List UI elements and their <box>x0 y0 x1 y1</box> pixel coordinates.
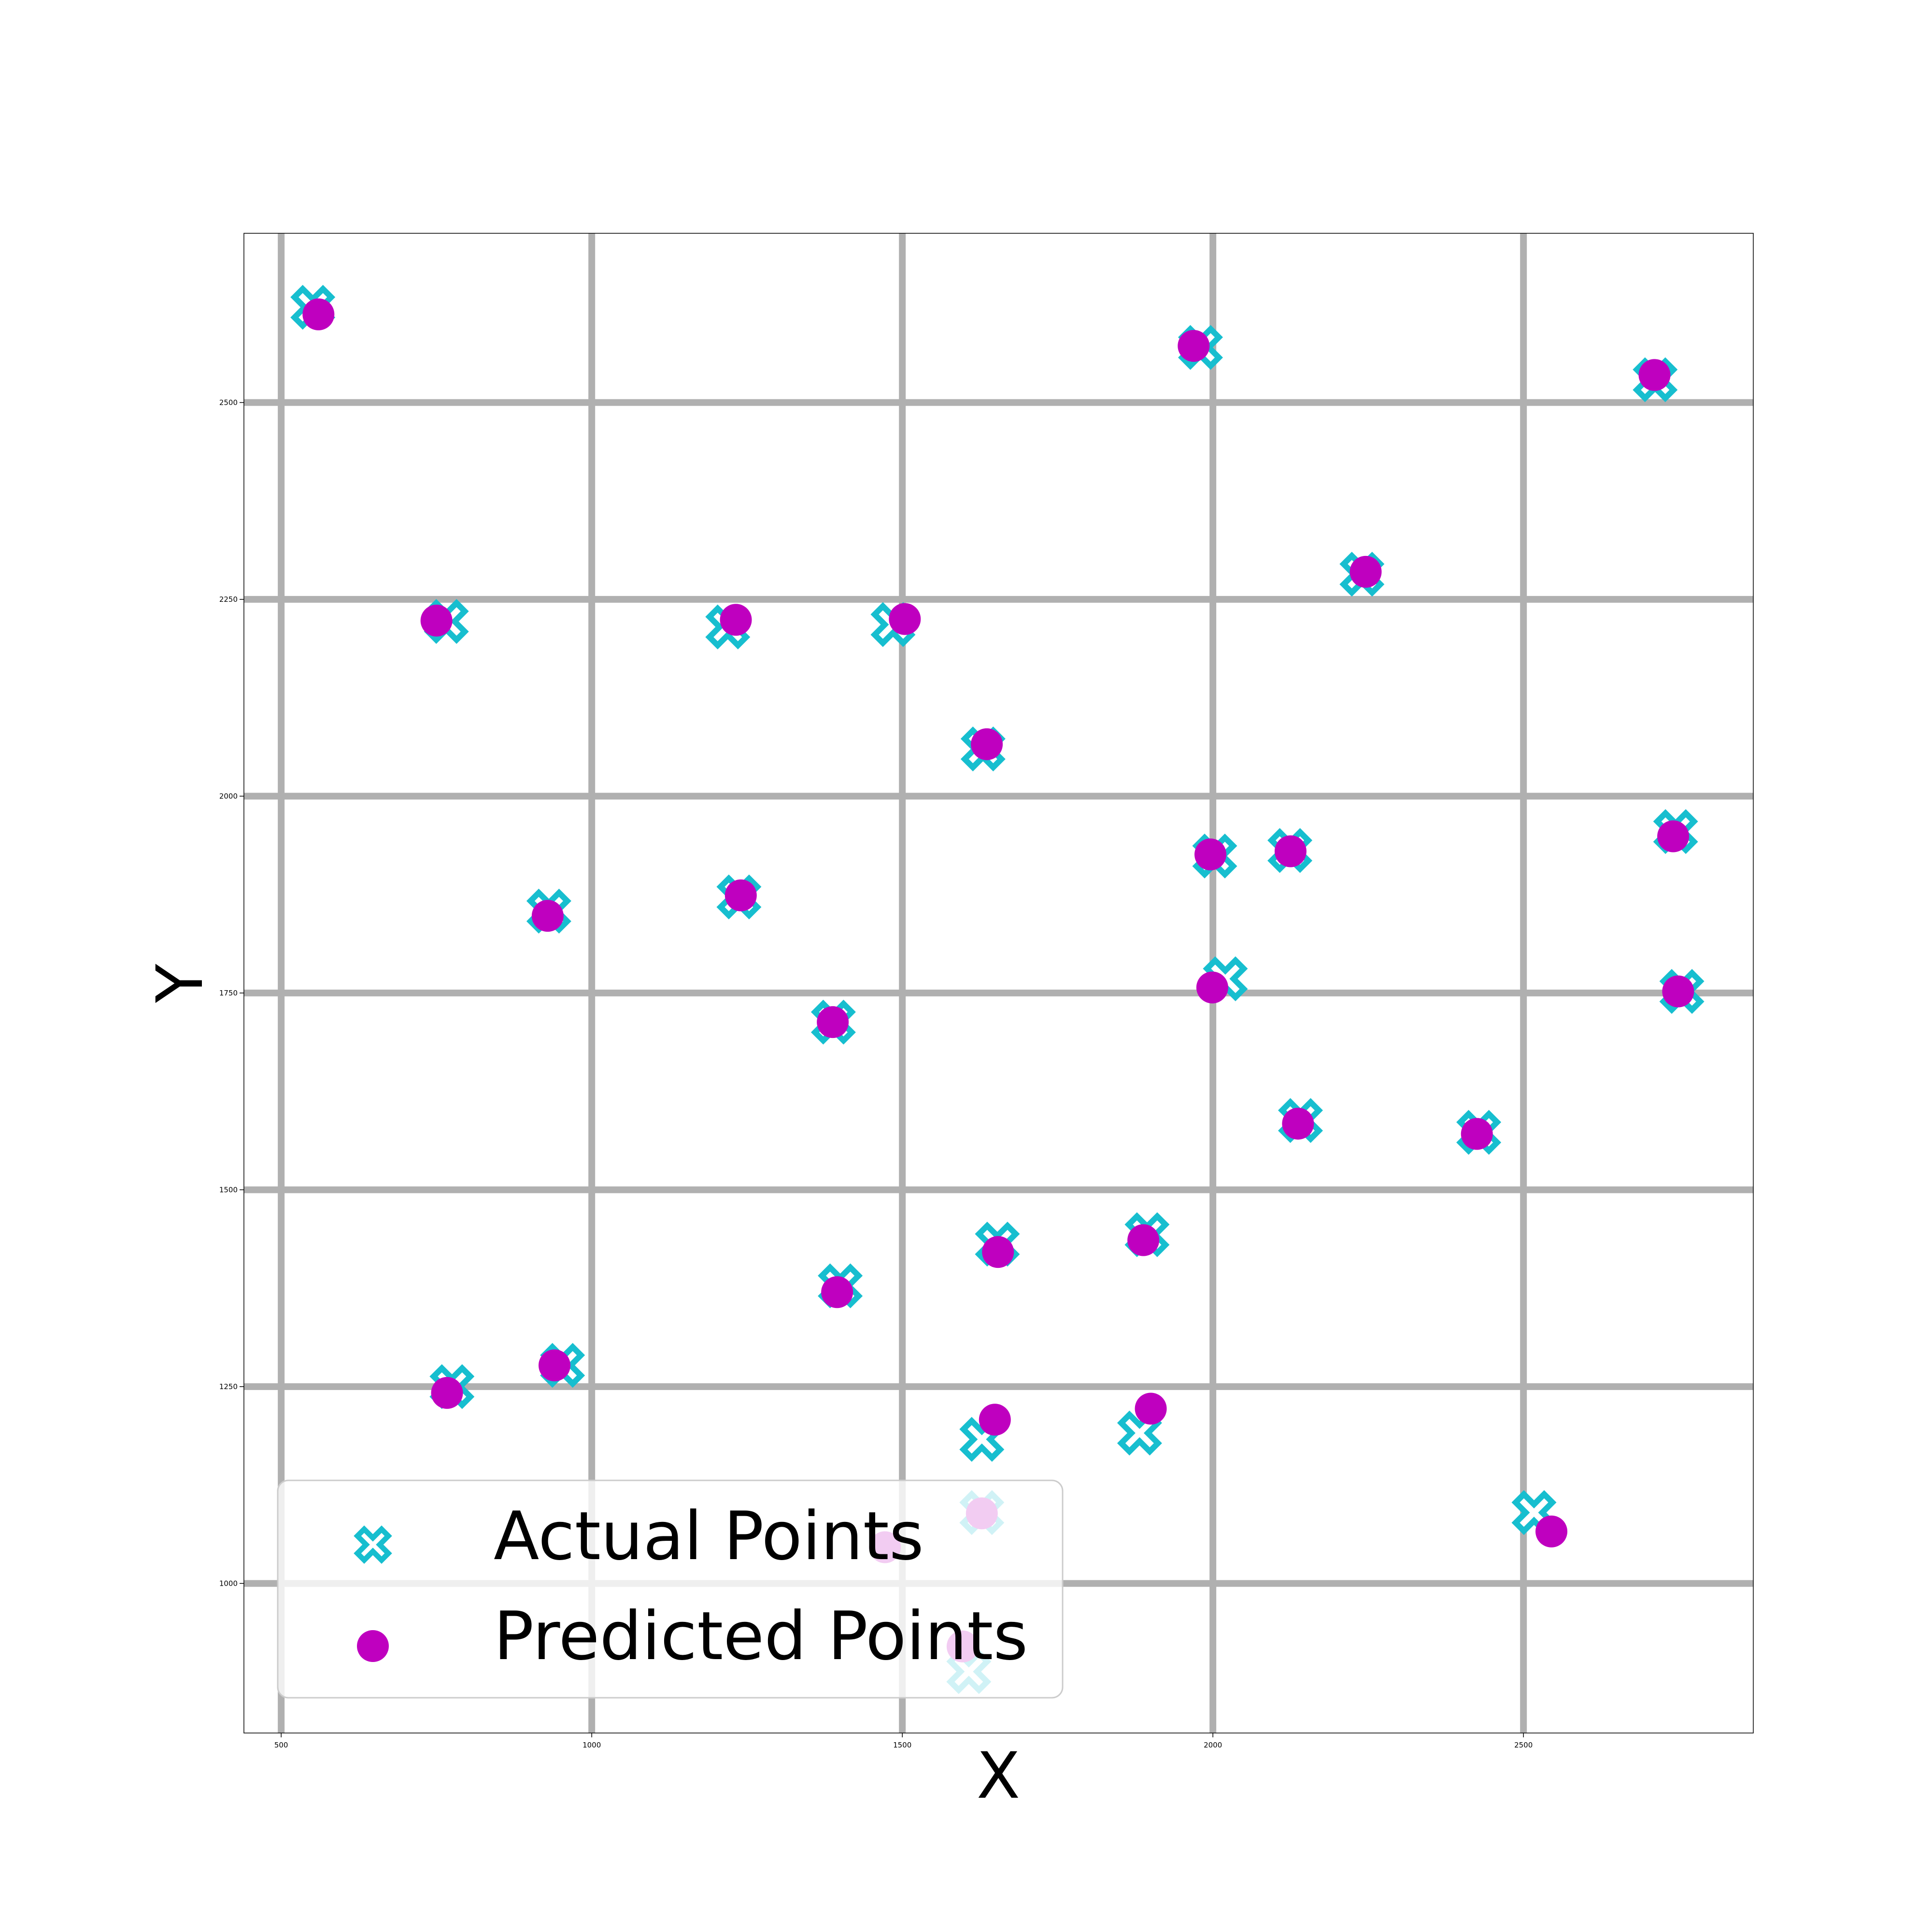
y-tick-label: 1250 <box>219 1382 238 1391</box>
predicted-point <box>971 728 1003 760</box>
x-tick-label: 1500 <box>893 1741 911 1749</box>
predicted-point <box>889 603 921 635</box>
legend-predicted-marker <box>357 1630 389 1662</box>
predicted-point <box>1662 975 1694 1008</box>
y-tick-label: 1000 <box>219 1579 238 1588</box>
predicted-point <box>302 298 335 330</box>
predicted-point <box>431 1377 463 1409</box>
predicted-point <box>1535 1515 1568 1548</box>
plot-frame <box>243 233 1754 1733</box>
predicted-point <box>724 879 757 911</box>
predicted-point <box>531 900 564 932</box>
predicted-point <box>1274 835 1307 867</box>
predicted-point <box>1135 1392 1167 1425</box>
predicted-points-series <box>302 298 1694 1662</box>
legend-predicted-symbol <box>357 1630 389 1662</box>
predicted-point <box>1638 359 1671 391</box>
predicted-point <box>1350 555 1382 588</box>
predicted-point <box>1194 838 1227 871</box>
predicted-point <box>1461 1118 1493 1150</box>
x-tick-label: 2000 <box>1204 1741 1222 1749</box>
legend-actual-marker <box>354 1525 392 1564</box>
predicted-point <box>1127 1224 1160 1256</box>
x-axis-label: X <box>977 1739 1020 1813</box>
legend-actual-symbol <box>354 1525 392 1564</box>
predicted-point <box>817 1006 849 1038</box>
predicted-point <box>1178 330 1210 362</box>
tick-marks <box>240 402 1524 1737</box>
y-tick-label: 2000 <box>219 792 238 800</box>
predicted-point <box>979 1404 1011 1436</box>
legend-box <box>277 1479 1064 1699</box>
y-tick-label: 1500 <box>219 1185 238 1194</box>
tick-labels: 500 1000 1500 2000 2500 1000 1250 1500 1750 2000 2… <box>219 398 1533 1749</box>
predicted-point <box>982 1236 1014 1268</box>
y-axis-label: Y <box>143 964 217 1003</box>
predicted-point <box>720 604 752 636</box>
legend-label-actual: Actual Points <box>494 1497 924 1575</box>
legend: Actual Points Predicted Points <box>277 1479 1064 1699</box>
x-tick-label: 2500 <box>1514 1741 1533 1749</box>
predicted-point <box>1196 971 1228 1004</box>
y-tick-label: 2250 <box>219 595 238 604</box>
predicted-point <box>1657 820 1690 852</box>
y-tick-label: 2500 <box>219 398 238 407</box>
legend-label-predicted: Predicted Points <box>494 1597 1028 1675</box>
x-tick-label: 500 <box>274 1741 288 1749</box>
predicted-point <box>539 1349 571 1381</box>
predicted-point <box>1282 1108 1314 1140</box>
y-tick-label: 1750 <box>219 989 238 997</box>
x-tick-label: 1000 <box>582 1741 601 1749</box>
predicted-point <box>821 1276 853 1308</box>
predicted-point <box>420 604 453 637</box>
